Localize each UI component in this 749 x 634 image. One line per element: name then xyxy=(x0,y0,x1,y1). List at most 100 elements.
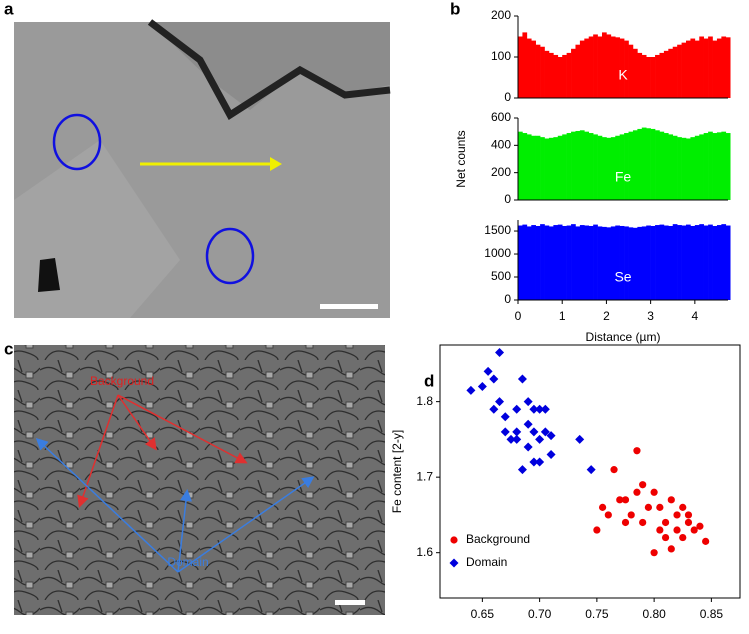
bar xyxy=(522,32,528,98)
x-tick-label: 2 xyxy=(603,309,610,323)
bar xyxy=(540,46,545,98)
marker xyxy=(702,537,710,545)
bar xyxy=(650,225,656,300)
bar xyxy=(619,38,625,98)
marker xyxy=(535,404,545,414)
bar xyxy=(641,226,647,300)
bar xyxy=(721,224,727,300)
x-tick-label: 0.70 xyxy=(528,607,552,621)
bar xyxy=(548,137,554,200)
bar xyxy=(588,133,594,200)
bar xyxy=(690,225,696,300)
bar xyxy=(535,225,541,300)
marker xyxy=(661,518,670,527)
x-tick-label: 0.75 xyxy=(585,607,609,621)
bar xyxy=(721,36,727,98)
micrograph-c: Background Domain xyxy=(14,345,385,615)
bar xyxy=(672,224,678,300)
panel-label: c xyxy=(4,339,13,358)
bar xyxy=(699,224,704,300)
x-tick-label: 0.65 xyxy=(471,607,495,621)
y-tick-label: 1.7 xyxy=(416,469,433,483)
bar xyxy=(602,226,607,300)
marker xyxy=(656,503,664,511)
bar xyxy=(646,128,651,200)
bar xyxy=(522,224,528,300)
bar xyxy=(610,226,616,300)
bar xyxy=(566,52,572,98)
bar xyxy=(602,137,607,200)
bar xyxy=(553,137,559,200)
marker xyxy=(627,511,635,519)
marker xyxy=(500,427,510,437)
marker xyxy=(506,434,516,444)
bar xyxy=(588,225,594,300)
bar xyxy=(606,34,612,98)
bar xyxy=(663,133,669,200)
marker xyxy=(679,503,687,511)
bar xyxy=(526,38,532,98)
bar xyxy=(518,225,523,300)
series-label: Se xyxy=(614,269,631,285)
panel-label: d xyxy=(424,371,434,390)
bar xyxy=(708,131,713,200)
bar xyxy=(721,131,727,200)
marker xyxy=(546,431,556,441)
marker xyxy=(540,404,550,414)
bar xyxy=(562,134,567,200)
bar xyxy=(571,48,576,98)
y-tick-label: 1.6 xyxy=(416,545,433,559)
bar xyxy=(659,52,665,98)
marker xyxy=(540,427,550,437)
bar xyxy=(606,137,612,200)
marker xyxy=(667,496,675,504)
marker xyxy=(593,526,601,534)
y-axis-label: Net counts xyxy=(454,130,468,187)
y-tick-label: 600 xyxy=(491,110,511,124)
bar xyxy=(606,227,612,300)
marker xyxy=(477,382,487,392)
bar xyxy=(593,224,598,300)
bar xyxy=(624,226,629,300)
bar xyxy=(650,128,656,200)
y-tick-label: 0 xyxy=(504,90,511,104)
bar xyxy=(624,40,629,98)
bar xyxy=(659,131,665,200)
bar xyxy=(579,130,585,200)
bar xyxy=(553,54,559,98)
marker xyxy=(523,419,533,429)
bar xyxy=(571,131,576,200)
bar xyxy=(615,135,620,200)
series-label: Fe xyxy=(615,169,632,185)
bar xyxy=(610,36,616,98)
bar xyxy=(544,138,550,200)
marker xyxy=(466,385,476,395)
y-axis-label: Fe content [2-y] xyxy=(390,430,404,513)
legend-label: Background xyxy=(466,532,530,546)
bar xyxy=(531,40,536,98)
marker xyxy=(517,374,527,384)
y-tick-label: 1000 xyxy=(484,246,511,260)
y-tick-label: 400 xyxy=(491,138,511,152)
marker xyxy=(512,404,522,414)
annotation: Background xyxy=(90,374,154,388)
marker xyxy=(598,503,607,511)
bar xyxy=(677,137,682,200)
bar xyxy=(655,225,660,300)
bar xyxy=(628,227,634,300)
bar xyxy=(593,134,598,200)
bar xyxy=(579,40,585,98)
y-tick-label: 0 xyxy=(504,292,511,306)
marker xyxy=(610,466,618,474)
bar xyxy=(650,57,656,98)
bar xyxy=(518,36,523,98)
marker xyxy=(633,488,641,496)
bar xyxy=(615,225,620,300)
marker xyxy=(512,434,522,444)
bar xyxy=(686,224,691,300)
bar xyxy=(694,135,700,200)
bar xyxy=(535,44,541,98)
bar xyxy=(562,225,567,300)
bar xyxy=(548,52,554,98)
